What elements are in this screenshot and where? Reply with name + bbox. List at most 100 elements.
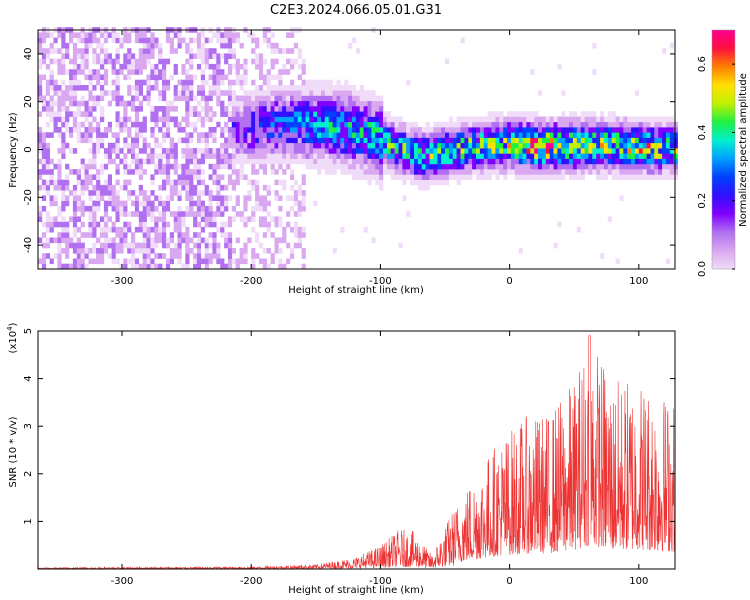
heatmap-cell [204, 258, 209, 265]
heatmap-cell [483, 174, 488, 180]
heatmap-cell [584, 121, 589, 128]
heatmap-cell [627, 137, 632, 144]
heatmap-cell [495, 142, 500, 149]
heatmap-cell [158, 226, 163, 233]
heatmap-cell [146, 205, 151, 212]
heatmap-cell [227, 37, 233, 44]
heatmap-cell [286, 148, 291, 154]
heatmap-cell [538, 148, 543, 154]
heatmap-cell [293, 116, 298, 123]
heatmap-cell [57, 211, 62, 217]
heatmap-cell [65, 163, 70, 170]
heatmap-cell [231, 184, 236, 191]
heatmap-cell [173, 163, 178, 170]
heatmap-cell [611, 174, 616, 180]
heatmap-cell [611, 158, 616, 165]
heatmap-cell [371, 106, 376, 112]
heatmap-cell [348, 100, 353, 107]
heatmap-cell [239, 42, 244, 49]
heatmap-cell [355, 132, 361, 138]
heatmap-cell [185, 174, 190, 180]
heatmap-cell [146, 258, 151, 265]
heatmap-cell [324, 95, 329, 102]
heatmap-cell [286, 121, 291, 128]
heatmap-cell [584, 137, 589, 144]
heatmap-cell [204, 216, 209, 222]
heatmap-cell [371, 237, 376, 244]
heatmap-cell [158, 195, 163, 201]
heatmap-cell [375, 121, 380, 128]
heatmap-cell [445, 58, 450, 65]
heatmap-cell [297, 142, 302, 149]
heatmap-cell [456, 121, 461, 128]
heatmap-cell [103, 200, 109, 207]
heatmap-cell [243, 116, 248, 123]
heatmap-cell [204, 190, 209, 196]
heatmap-cell [181, 221, 186, 228]
heatmap-cell [204, 153, 209, 159]
heatmap-cell [526, 111, 531, 117]
heatmap-cell [534, 127, 539, 133]
heatmap-cell [324, 142, 329, 149]
heatmap-cell [417, 153, 423, 159]
x-tick-label: -300 [111, 576, 134, 587]
heatmap-cell [142, 169, 147, 175]
heatmap-cell [410, 142, 415, 149]
heatmap-cell [65, 200, 70, 207]
heatmap-cell [92, 100, 97, 107]
heatmap-cell [150, 174, 155, 180]
heatmap-cell [243, 58, 248, 65]
heatmap-cell [619, 148, 624, 154]
heatmap-cell [177, 248, 182, 254]
heatmap-cell [522, 174, 527, 180]
heatmap-cell [196, 32, 202, 38]
heatmap-cell [196, 48, 202, 54]
heatmap-cell [247, 121, 252, 128]
heatmap-cell [127, 69, 132, 75]
heatmap-cell [557, 121, 562, 128]
heatmap-cell [313, 85, 318, 91]
heatmap-cell [72, 148, 78, 154]
heatmap-cell [592, 42, 597, 49]
heatmap-cell [321, 132, 326, 138]
heatmap-cell [158, 253, 163, 259]
heatmap-cell [165, 179, 171, 186]
heatmap-cell [499, 169, 504, 175]
heatmap-cell [379, 153, 384, 159]
heatmap-cell [200, 95, 205, 102]
heatmap-cell [290, 116, 295, 123]
heatmap-cell [57, 148, 62, 154]
heatmap-cell [526, 174, 531, 180]
heatmap-cell [162, 253, 167, 259]
heatmap-cell [379, 137, 384, 144]
heatmap-cell [107, 195, 112, 201]
heatmap-cell [596, 137, 601, 144]
heatmap-cell [441, 132, 446, 138]
heatmap-cell [569, 111, 574, 117]
heatmap-cell [507, 158, 512, 165]
heatmap-cell [534, 148, 539, 154]
heatmap-cell [76, 179, 81, 186]
heatmap-cell [76, 226, 81, 233]
heatmap-cell [65, 42, 70, 49]
heatmap-cell [212, 48, 217, 54]
heatmap-cell [518, 127, 523, 133]
heatmap-cell [193, 174, 198, 180]
heatmap-cell [208, 111, 213, 117]
heatmap-cell [293, 226, 298, 233]
heatmap-cell [282, 184, 287, 191]
heatmap-cell [193, 221, 198, 228]
heatmap-cell [92, 205, 97, 212]
heatmap-cell [491, 121, 496, 128]
heatmap-cell [181, 127, 186, 133]
heatmap-cell [495, 153, 500, 159]
heatmap-cell [348, 90, 353, 96]
heatmap-cell [499, 132, 504, 138]
heatmap-cell [61, 237, 66, 244]
heatmap-cell [650, 121, 655, 128]
heatmap-cell [72, 95, 78, 102]
heatmap-cell [216, 190, 221, 196]
heatmap-cell [452, 121, 457, 128]
heatmap-cell [666, 127, 671, 133]
heatmap-cell [278, 179, 283, 186]
